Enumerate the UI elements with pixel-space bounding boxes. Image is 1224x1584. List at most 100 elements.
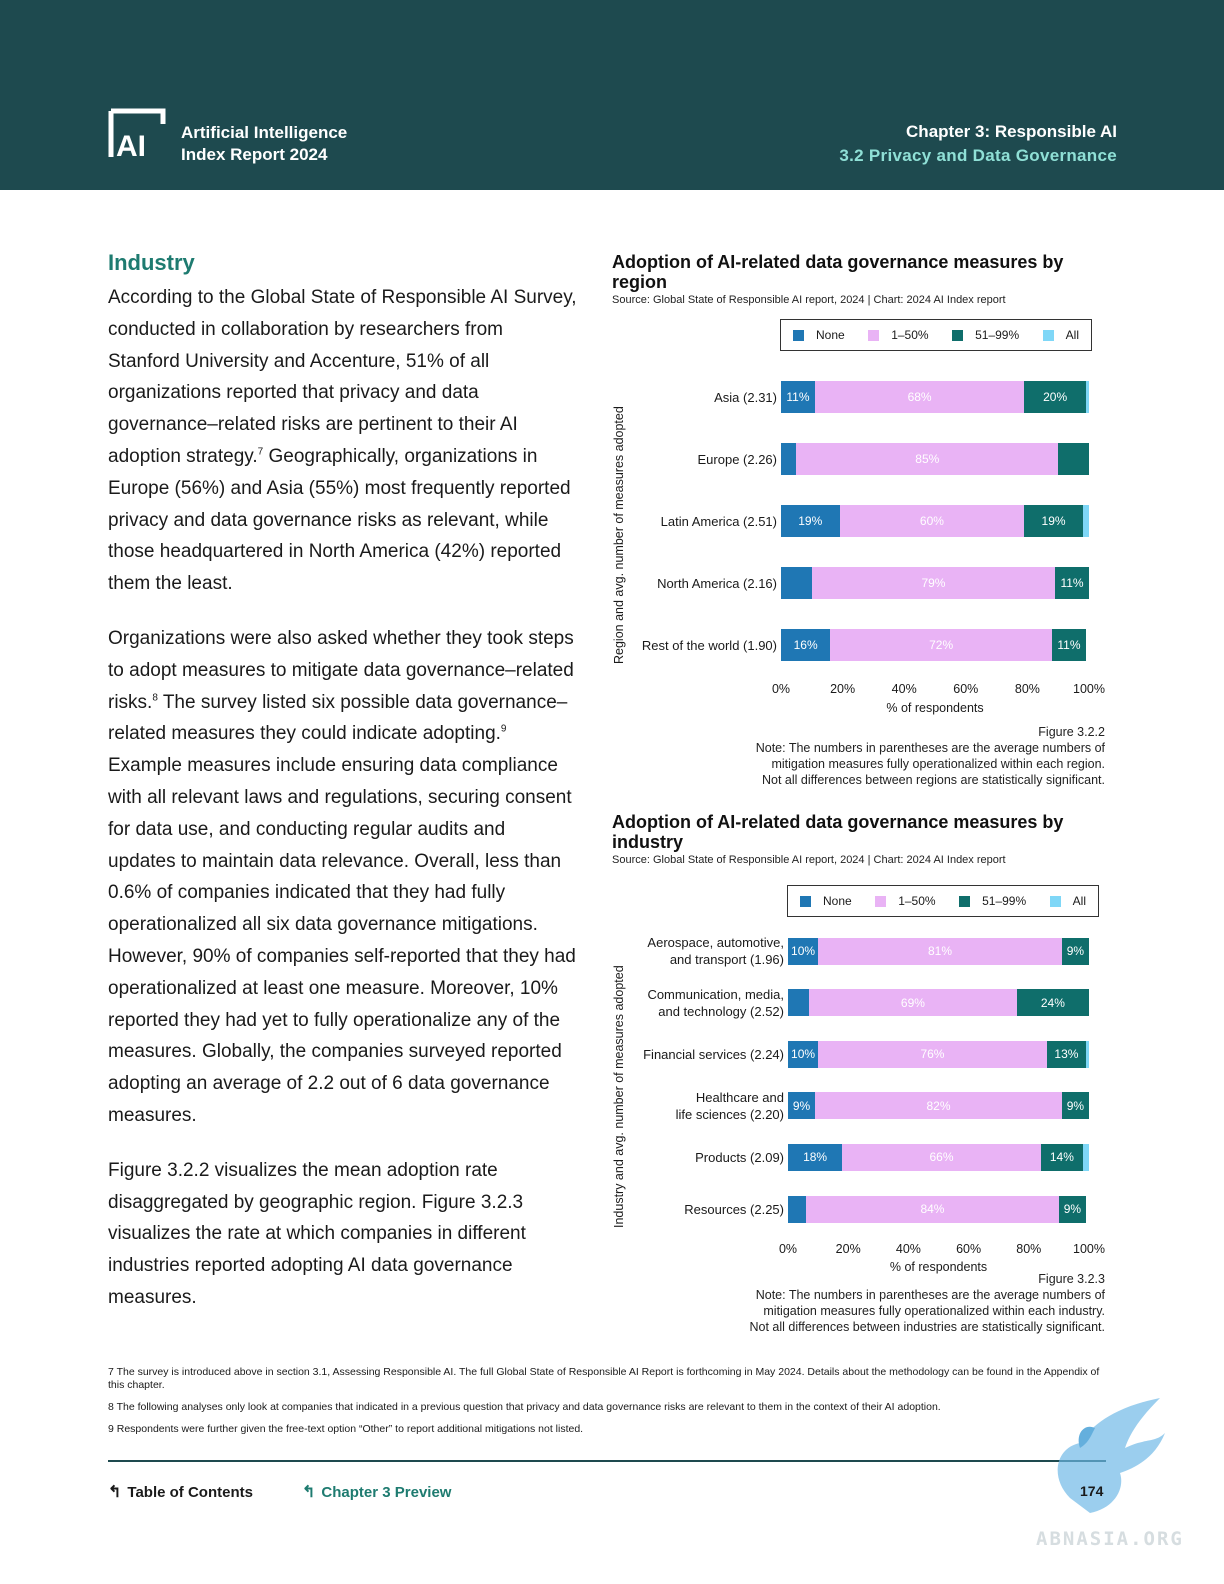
footnote-ref-7[interactable]: 7 [257,446,264,458]
chapter-preview-label: Chapter 3 Preview [321,1483,452,1501]
bar-segment [1058,443,1089,475]
legend-item: All [1042,328,1079,342]
category-label: Products (2.09) [695,1149,784,1165]
paragraph-2: Organizations were also asked whether th… [108,623,578,1132]
paragraph-2-b: The survey listed six possible data gove… [108,691,568,745]
bar-segment: 66% [842,1143,1041,1171]
legend-label: None [816,328,845,342]
bar-segment: 82% [815,1092,1062,1120]
bar-segment: 11% [1055,567,1089,599]
toc-label: Table of Contents [127,1483,253,1501]
category-label: Resources (2.25) [684,1201,784,1217]
x-tick-label: 100% [1073,682,1105,696]
legend-label: All [1072,894,1086,908]
legend-swatch [800,895,811,907]
legend-label: 1–50% [898,894,936,908]
svg-text:AI: AI [116,130,146,160]
bar-segment: 19% [781,505,840,537]
figure-note: Figure 3.2.3 Note: The numbers in parenth… [750,1271,1106,1335]
industry-chart-header: Adoption of AI-related data governance m… [612,812,1112,866]
bar-segment: 16% [781,629,831,661]
footnote-7: 7 The survey is introduced above in sect… [108,1366,1100,1391]
table-of-contents-link[interactable]: ↰ Table of Contents [108,1482,253,1502]
industry-chart-title: Adoption of AI-related data governance m… [612,812,1064,852]
figure-note-line: Not all differences between regions are … [762,773,1105,787]
bar-row: 84% 9% [788,1195,1086,1223]
paragraph-1-a: According to the Global State of Respons… [108,287,577,467]
category-label: Financial services (2.24) [643,1046,784,1062]
x-tick-label: 0% [771,682,791,696]
chapter-preview-link[interactable]: ↰ Chapter 3 Preview [302,1482,451,1502]
category-label: Europe (2.26) [697,451,778,467]
figure-note-line: mitigation measures fully operationalize… [763,1304,1105,1318]
legend-label: 1–50% [891,328,929,342]
ai-index-logo: AI [108,108,166,160]
region-chart-source: Source: Global State of Responsible AI r… [612,294,1006,306]
bar-segment: 13% [1046,1040,1086,1068]
bar-row: 85% [781,443,1089,475]
bar-row: 19% 60% 19% [781,505,1089,537]
legend-swatch [1049,895,1061,907]
bar-row: 10% 81% 9% [788,937,1089,965]
page-header: AI Artificial Intelligence Index Report … [0,0,1224,190]
bar-segment: 60% [839,505,1025,537]
bar-row: 69% 24% [788,989,1089,1017]
body-text: Industry According to the Global State o… [108,250,578,1337]
footnote-ref-8[interactable]: 8 [152,692,158,704]
bar-segment: 9% [1058,1195,1086,1223]
bar-segment [1082,1143,1089,1171]
chart-legend: None 1–50% 51–99% All [787,885,1099,917]
paragraph-3: Figure 3.2.2 visualizes the mean adoptio… [108,1159,526,1308]
report-title-line2: Index Report 2024 [181,145,328,164]
legend-item: None [793,328,845,342]
paragraph-1-b: Geographically, organizations in Europe … [108,445,571,595]
x-tick-label: 20% [835,1242,861,1256]
figure-note-line: Note: The numbers in parentheses are the… [755,741,1105,755]
figure-note-line: mitigation measures fully operationalize… [771,757,1105,771]
chapter-title: Chapter 3: Responsible AI [906,122,1117,141]
legend-label: All [1065,328,1079,342]
figure-number: Figure 3.2.3 [1038,1272,1105,1286]
legend-label: 51–99% [975,328,1020,342]
bar-segment: 19% [1024,505,1083,537]
bar-segment [1085,1040,1089,1068]
bar-segment: 79% [811,567,1056,599]
legend-swatch [952,329,964,341]
section-title: 3.2 Privacy and Data Governance [839,146,1117,165]
bar-segment [788,1195,807,1223]
bar-segment: 84% [806,1195,1059,1223]
bar-row: 79% 11% [781,567,1089,599]
figure-note-line: Not all differences between industries a… [749,1320,1106,1334]
chart-legend: None 1–50% 51–99% All [780,319,1092,351]
bar-segment: 20% [1024,381,1086,413]
bar-row: 10% 76% 13% [788,1040,1089,1068]
bar-row: 18% 66% 14% [788,1143,1089,1171]
legend-swatch [868,329,880,341]
bar-segment: 9% [1061,937,1089,965]
bar-row: 11% 68% 20% [781,381,1089,413]
figure-note-line: Note: The numbers in parentheses are the… [755,1288,1105,1302]
category-label: Communication, media, and technology (2.5… [647,986,784,1019]
figure-number: Figure 3.2.2 [1038,725,1105,739]
bar-segment: 11% [1052,629,1086,661]
bar-segment: 24% [1016,989,1089,1017]
y-axis-label: Region and avg. number of measures adopt… [612,406,626,664]
footer-divider [108,1460,1106,1462]
industry-chart-source: Source: Global State of Responsible AI r… [612,854,1006,866]
category-label: Aerospace, automotive, and transport (1.9… [647,935,784,967]
paragraph-2-a: Organizations were also asked whether th… [108,627,574,713]
category-label: Latin America (2.51) [660,513,777,529]
footnotes: 7 The survey is introduced above in sect… [108,1366,1108,1445]
bar-segment [788,989,810,1017]
x-tick-label: 20% [830,682,856,696]
paragraph-2-c: Example measures include ensuring data c… [108,755,576,1126]
bar-row: 16% 72% 11% [781,629,1086,661]
watermark-text: ABNASIA.ORG [1036,1528,1184,1550]
footnote-ref-9[interactable]: 9 [500,724,507,736]
bar-segment: 18% [788,1143,843,1171]
return-arrow-icon: ↰ [302,1484,316,1501]
figure-note: Figure 3.2.2 Note: The numbers in parenth… [756,724,1105,788]
bar-segment: 9% [1061,1092,1089,1120]
return-arrow-icon: ↰ [108,1484,122,1501]
legend-swatch [1042,329,1054,341]
